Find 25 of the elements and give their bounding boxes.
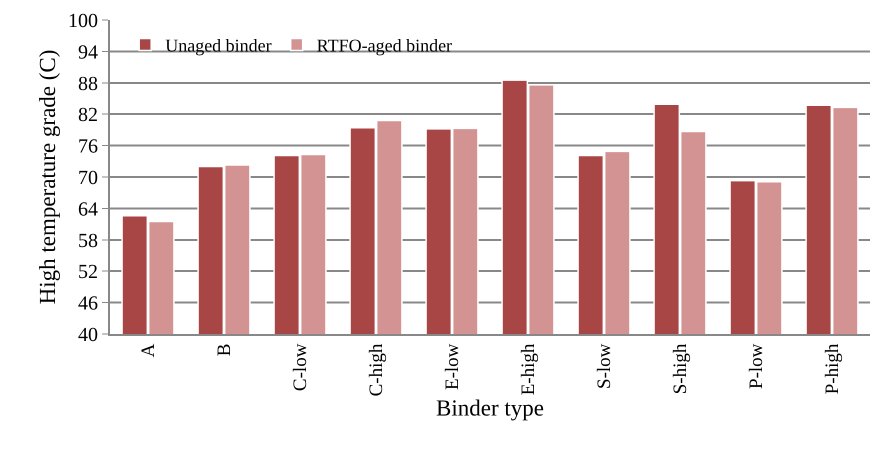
x-tick-label: P-high xyxy=(822,343,844,394)
y-tick-label: 70 xyxy=(78,167,98,189)
y-axis-title: High temperature grade (C) xyxy=(34,50,60,304)
y-tick-label: 100 xyxy=(68,10,98,32)
x-tick-label: S-low xyxy=(594,343,616,390)
y-tick-label: 76 xyxy=(78,136,98,158)
y-tick-label: 94 xyxy=(78,41,98,64)
x-axis-title: Binder type xyxy=(436,395,544,420)
y-tick-label: 88 xyxy=(78,72,98,95)
x-tick-label: B xyxy=(214,344,236,356)
y-tick-label: 64 xyxy=(78,198,98,220)
legend-label: Unaged binder xyxy=(165,36,272,56)
x-tick-label: E-high xyxy=(518,343,540,396)
y-tick-label: 58 xyxy=(78,230,98,252)
x-tick-label: P-low xyxy=(746,343,768,390)
y-tick-label: 82 xyxy=(78,104,98,126)
x-tick-label: S-high xyxy=(670,343,692,394)
x-tick-label: A xyxy=(138,343,160,358)
legend-label: RTFO-aged binder xyxy=(316,36,452,56)
x-tick-label: C-low xyxy=(290,343,312,392)
y-tick-label: 40 xyxy=(78,324,98,346)
y-tick-label: 46 xyxy=(78,292,98,315)
x-tick-label: C-high xyxy=(366,343,388,396)
y-tick-label: 52 xyxy=(78,261,98,284)
x-tick-label: E-low xyxy=(442,343,464,390)
